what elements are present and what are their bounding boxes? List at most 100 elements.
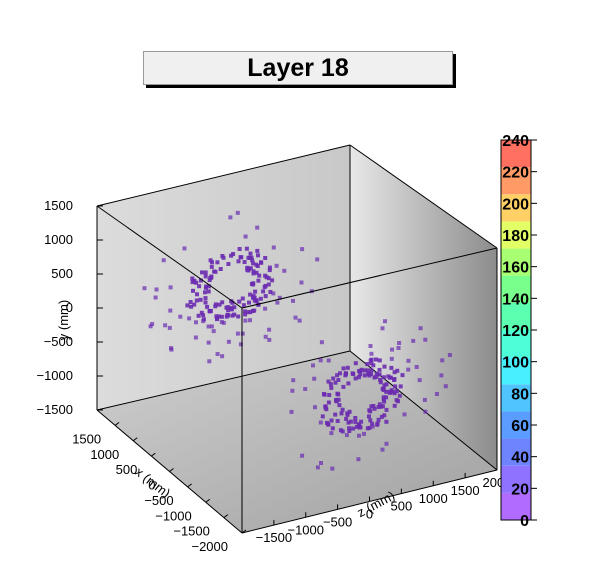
x-tick-label: −2000 — [191, 539, 228, 554]
data-point — [401, 373, 405, 377]
data-point — [230, 307, 234, 311]
data-point — [346, 366, 350, 370]
data-point — [231, 252, 235, 256]
data-point — [215, 260, 219, 264]
data-point — [319, 421, 323, 425]
data-point — [411, 339, 415, 343]
data-point — [245, 266, 249, 270]
data-point — [388, 391, 392, 395]
data-point — [335, 373, 339, 377]
data-point — [384, 390, 388, 394]
data-point — [321, 414, 325, 418]
data-point — [204, 285, 208, 289]
y-tick-label: 500 — [51, 266, 73, 281]
data-point — [291, 299, 295, 303]
data-point — [200, 270, 204, 274]
data-point — [163, 323, 167, 327]
data-point — [435, 392, 439, 396]
data-point — [327, 359, 331, 363]
data-point — [209, 276, 213, 280]
data-point — [336, 392, 340, 396]
data-point — [316, 465, 320, 469]
data-point — [251, 281, 255, 285]
data-point — [369, 404, 373, 408]
data-point — [250, 256, 254, 260]
box-walls — [97, 145, 497, 533]
data-point — [259, 297, 263, 301]
data-point — [347, 426, 351, 430]
data-point — [319, 358, 323, 362]
palette-label: 40 — [511, 450, 529, 467]
data-point — [406, 368, 410, 372]
data-point — [300, 281, 304, 285]
data-point — [362, 432, 366, 436]
data-point — [363, 373, 367, 377]
data-point — [344, 372, 348, 376]
y-tick-label: −1500 — [36, 402, 73, 417]
data-point — [294, 316, 298, 320]
data-point — [256, 253, 260, 257]
palette-label: 180 — [502, 228, 529, 245]
data-point — [369, 361, 373, 365]
data-point — [226, 313, 230, 317]
data-point — [241, 332, 245, 336]
data-point — [385, 442, 389, 446]
z-tick-label: 1000 — [419, 491, 448, 506]
data-point — [168, 326, 172, 330]
data-point — [390, 348, 394, 352]
data-point — [227, 340, 231, 344]
data-point — [403, 412, 407, 416]
data-point — [272, 246, 276, 250]
z-tick-label: −1000 — [287, 522, 324, 537]
data-point — [315, 257, 319, 261]
data-point — [319, 461, 323, 465]
data-point — [381, 448, 385, 452]
data-point — [326, 423, 330, 427]
data-point — [369, 372, 373, 376]
data-point — [195, 292, 199, 296]
data-point — [341, 429, 345, 433]
data-point — [327, 393, 331, 397]
data-point — [358, 372, 362, 376]
data-point — [194, 336, 198, 340]
data-point — [354, 376, 358, 380]
data-point — [246, 310, 250, 314]
data-point — [381, 404, 385, 408]
data-point — [208, 309, 212, 313]
data-point — [389, 366, 393, 370]
data-point — [303, 387, 307, 391]
data-point — [440, 358, 444, 362]
data-point — [247, 301, 251, 305]
data-point — [162, 258, 166, 262]
palette-label: 200 — [502, 196, 529, 213]
palette-label: 100 — [502, 355, 529, 372]
data-point — [357, 422, 361, 426]
data-point — [377, 418, 381, 422]
data-point — [327, 401, 331, 405]
data-point — [204, 274, 208, 278]
data-point — [290, 389, 294, 393]
data-point — [385, 382, 389, 386]
data-point — [255, 249, 259, 253]
data-point — [268, 290, 272, 294]
data-point — [370, 368, 374, 372]
data-point — [397, 346, 401, 350]
data-point — [197, 284, 201, 288]
data-point — [256, 264, 260, 268]
data-point — [210, 265, 214, 269]
data-point — [226, 262, 230, 266]
data-point — [251, 309, 255, 313]
data-point — [204, 296, 208, 300]
data-point — [327, 380, 331, 384]
data-point — [330, 419, 334, 423]
data-point — [381, 326, 385, 330]
data-point — [346, 413, 350, 417]
data-point — [374, 375, 378, 379]
data-point — [383, 365, 387, 369]
data-point — [220, 320, 224, 324]
x-tick-label: 1500 — [72, 431, 101, 446]
data-point — [275, 264, 279, 268]
data-point — [212, 329, 216, 333]
data-point — [264, 284, 268, 288]
data-point — [395, 398, 399, 402]
